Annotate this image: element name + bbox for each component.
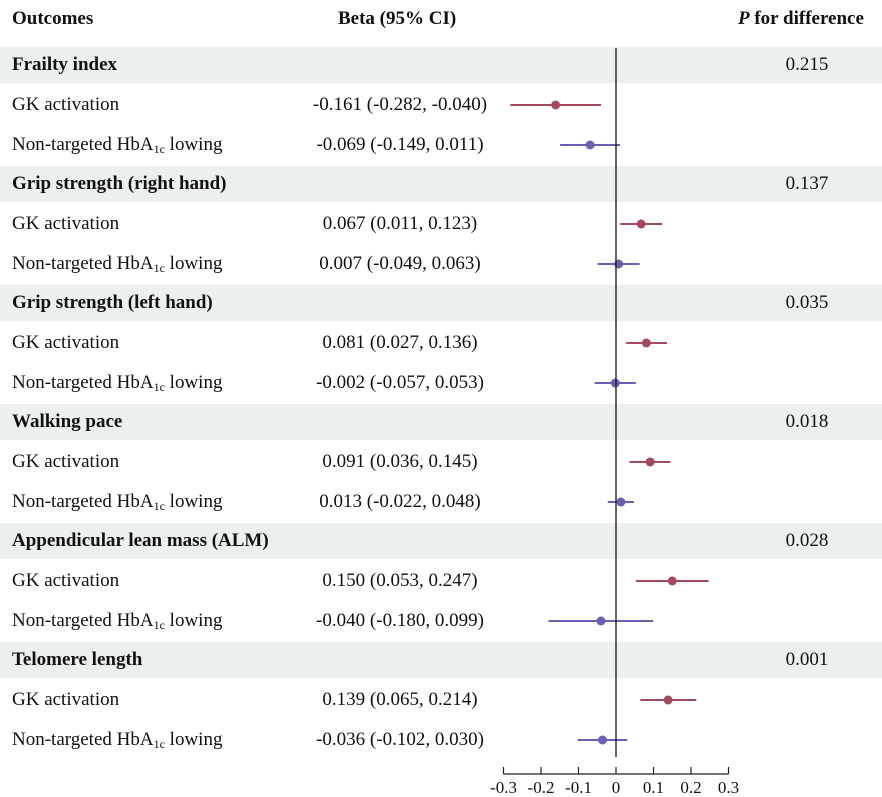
beta-ci-text: 0.139 (0.065, 0.214) [322,689,478,710]
group-title: Frailty index [12,54,118,75]
label-subscript: 1c [153,261,165,275]
point-estimate [667,576,677,586]
label-text: Non-targeted HbA [12,372,154,393]
beta-ci-text: 0.013 (-0.022, 0.048) [319,491,481,512]
beta-ci-text: 0.091 (0.036, 0.145) [322,451,478,472]
point-estimate [645,457,655,467]
label-text: Non-targeted HbA [12,729,154,750]
point-estimate [663,695,673,705]
point-estimate [616,497,626,507]
group-title: Walking pace [12,411,123,432]
header-p-rest: for difference [749,8,864,29]
label-text: Non-targeted HbA [12,491,154,512]
row-label-gk-activation: GK activation [12,570,120,591]
row-label-hba1c-lowing: Non-targeted HbA1c lowing [12,729,222,751]
beta-ci-text: 0.007 (-0.049, 0.063) [319,253,481,274]
group-band [0,285,882,321]
x-tick-label: 0.1 [643,778,664,797]
x-tick-label: -0.3 [490,778,517,797]
x-tick-label: -0.2 [528,778,555,797]
label-text-tail: lowing [164,372,223,393]
row-label-gk-activation: GK activation [12,451,120,472]
p-for-difference-value: 0.215 [785,54,829,75]
label-text: Non-targeted HbA [12,134,154,155]
group-band [0,166,882,202]
label-text-tail: lowing [164,491,223,512]
label-subscript: 1c [153,499,165,513]
row-label-hba1c-lowing: Non-targeted HbA1c lowing [12,491,222,513]
header-p-italic: P [738,8,750,29]
point-estimate [551,100,561,110]
point-estimate [610,378,620,388]
label-text: Non-targeted HbA [12,253,154,274]
beta-ci-text: 0.081 (0.027, 0.136) [322,332,478,353]
group-band [0,404,882,440]
label-subscript: 1c [153,737,165,751]
x-tick-label: 0 [612,778,621,797]
p-for-difference-value: 0.035 [785,292,829,313]
group-band [0,523,882,559]
header-p-for-difference: P for difference [738,8,864,30]
x-tick-label: 0.2 [680,778,701,797]
row-label-hba1c-lowing: Non-targeted HbA1c lowing [12,134,222,156]
group-title: Appendicular lean mass (ALM) [12,530,269,551]
label-subscript: 1c [153,618,165,632]
point-estimate [585,140,595,150]
beta-ci-text: 0.150 (0.053, 0.247) [322,570,478,591]
beta-ci-text: -0.161 (-0.282, -0.040) [312,94,488,115]
row-label-gk-activation: GK activation [12,689,120,710]
p-for-difference-value: 0.028 [785,530,829,551]
row-label-hba1c-lowing: Non-targeted HbA1c lowing [12,253,222,275]
label-text-tail: lowing [164,729,223,750]
point-estimate [598,735,607,745]
p-for-difference-value: 0.137 [785,173,829,194]
point-estimate [641,338,651,348]
row-label-gk-activation: GK activation [12,213,120,234]
x-tick-label: 0.3 [718,778,739,797]
row-label-hba1c-lowing: Non-targeted HbA1c lowing [12,610,222,632]
label-subscript: 1c [153,142,165,156]
beta-ci-text: -0.036 (-0.102, 0.030) [316,729,484,750]
point-estimate [636,219,646,229]
group-title: Grip strength (left hand) [12,292,213,313]
beta-ci-text: -0.040 (-0.180, 0.099) [316,610,484,631]
beta-ci-text: -0.002 (-0.057, 0.053) [316,372,484,393]
header-outcomes: Outcomes [12,8,94,29]
group-title: Grip strength (right hand) [12,173,227,194]
label-text-tail: lowing [164,610,223,631]
beta-ci-text: 0.067 (0.011, 0.123) [322,213,478,234]
p-for-difference-value: 0.001 [785,649,829,670]
p-for-difference-value: 0.018 [785,411,829,432]
group-title: Telomere length [12,649,143,670]
group-band [0,642,882,678]
label-text-tail: lowing [164,134,223,155]
point-estimate [596,616,606,626]
beta-ci-text: -0.069 (-0.149, 0.011) [316,134,484,155]
group-band [0,47,882,83]
label-text-tail: lowing [164,253,223,274]
row-label-hba1c-lowing: Non-targeted HbA1c lowing [12,372,222,394]
label-subscript: 1c [153,380,165,394]
header-beta: Beta (95% CI) [338,8,457,29]
label-text: Non-targeted HbA [12,610,154,631]
row-label-gk-activation: GK activation [12,94,120,115]
row-label-gk-activation: GK activation [12,332,120,353]
x-tick-label: -0.1 [565,778,592,797]
